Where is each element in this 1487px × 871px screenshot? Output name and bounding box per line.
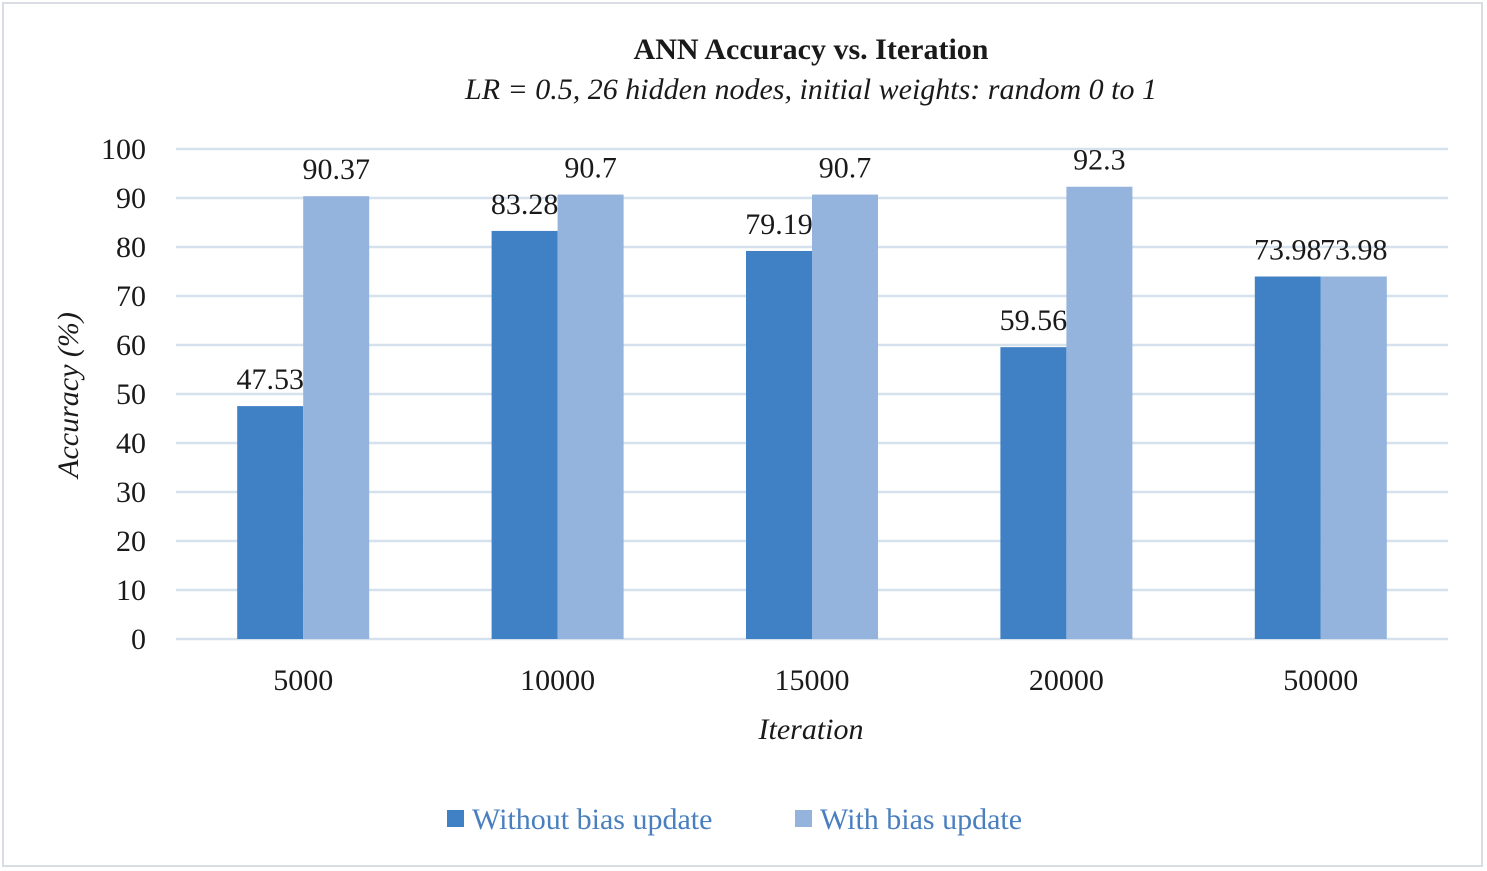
y-tick-label: 80 (116, 231, 146, 264)
data-label: 79.19 (745, 208, 813, 241)
legend: Without bias update With bias update (447, 803, 1022, 836)
data-label: 90.37 (302, 153, 370, 186)
y-tick-label: 40 (116, 427, 146, 460)
x-tick-label: 20000 (1029, 664, 1104, 697)
bar-without-bias-50000 (1254, 276, 1321, 639)
data-label: 73.98 (1254, 233, 1322, 266)
bar-with-bias-20000 (1066, 186, 1133, 640)
chart-subtitle: LR = 0.5, 26 hidden nodes, initial weigh… (464, 73, 1157, 106)
x-tick-label: 50000 (1283, 664, 1358, 697)
data-label: 90.7 (564, 152, 617, 185)
bar-with-bias-50000 (1320, 276, 1387, 639)
y-tick-label: 0 (131, 623, 146, 656)
legend-swatch (447, 810, 464, 827)
y-tick-label: 10 (116, 574, 146, 607)
bar-with-bias-5000 (303, 196, 370, 639)
y-tick-label: 20 (116, 525, 146, 558)
y-tick-label: 50 (116, 378, 146, 411)
y-tick-label: 30 (116, 476, 146, 509)
x-axis-title: Iteration (758, 713, 864, 746)
y-axis-title: Accuracy (%) (52, 312, 85, 480)
data-label: 59.56 (1000, 304, 1068, 337)
chart-title: ANN Accuracy vs. Iteration (634, 33, 989, 66)
bar-without-bias-20000 (1000, 347, 1067, 639)
y-tick-label: 90 (116, 182, 146, 215)
x-axis-ticks: 5000 10000 15000 20000 50000 (273, 664, 1358, 697)
bar-without-bias-5000 (237, 406, 304, 639)
bar-with-bias-15000 (812, 194, 878, 639)
data-label: 90.7 (819, 152, 872, 185)
y-tick-label: 70 (116, 280, 146, 313)
y-tick-label: 100 (101, 133, 146, 166)
y-tick-label: 60 (116, 329, 146, 362)
data-label: 73.98 (1320, 233, 1388, 266)
y-axis-ticks: 0 10 20 30 40 50 60 70 80 90 100 (101, 133, 146, 656)
legend-label: With bias update (820, 803, 1022, 836)
data-label: 83.28 (491, 188, 559, 221)
legend-swatch (795, 810, 812, 827)
x-tick-label: 15000 (775, 664, 850, 697)
bar-with-bias-10000 (557, 194, 624, 639)
data-label: 47.53 (236, 363, 304, 396)
legend-label: Without bias update (472, 803, 712, 836)
bar-without-bias-15000 (746, 250, 812, 639)
data-labels: 47.5390.3783.2890.779.1990.759.5692.373.… (236, 144, 1387, 396)
data-label: 92.3 (1073, 144, 1126, 177)
bar-without-bias-10000 (491, 230, 558, 640)
x-tick-label: 10000 (520, 664, 595, 697)
x-tick-label: 5000 (273, 664, 333, 697)
bars (237, 186, 1387, 640)
